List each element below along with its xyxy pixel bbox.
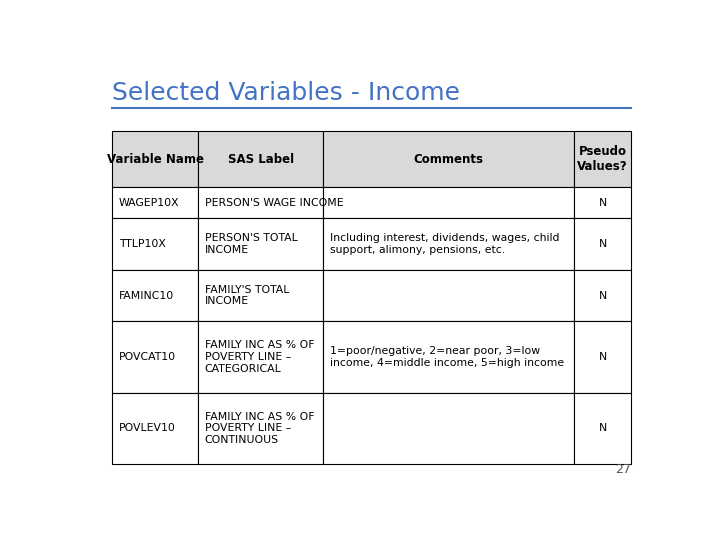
FancyBboxPatch shape bbox=[198, 393, 323, 464]
FancyBboxPatch shape bbox=[112, 270, 198, 321]
Text: TTLP10X: TTLP10X bbox=[119, 239, 166, 249]
FancyBboxPatch shape bbox=[198, 131, 323, 187]
FancyBboxPatch shape bbox=[575, 321, 631, 393]
FancyBboxPatch shape bbox=[112, 219, 198, 270]
FancyBboxPatch shape bbox=[323, 131, 575, 187]
Text: N: N bbox=[598, 291, 607, 301]
Text: PERSON'S WAGE INCOME: PERSON'S WAGE INCOME bbox=[204, 198, 343, 207]
Text: 27: 27 bbox=[616, 463, 631, 476]
Text: FAMILY INC AS % OF
POVERTY LINE –
CONTINUOUS: FAMILY INC AS % OF POVERTY LINE – CONTIN… bbox=[204, 411, 314, 445]
FancyBboxPatch shape bbox=[323, 270, 575, 321]
Text: WAGEP10X: WAGEP10X bbox=[119, 198, 180, 207]
FancyBboxPatch shape bbox=[112, 131, 198, 187]
Text: N: N bbox=[598, 423, 607, 433]
Text: N: N bbox=[598, 352, 607, 362]
Text: 1=poor/negative, 2=near poor, 3=low
income, 4=middle income, 5=high income: 1=poor/negative, 2=near poor, 3=low inco… bbox=[330, 346, 564, 368]
Text: POVLEV10: POVLEV10 bbox=[119, 423, 176, 433]
FancyBboxPatch shape bbox=[198, 187, 323, 219]
FancyBboxPatch shape bbox=[323, 187, 575, 219]
FancyBboxPatch shape bbox=[198, 270, 323, 321]
Text: FAMINC10: FAMINC10 bbox=[119, 291, 174, 301]
Text: Including interest, dividends, wages, child
support, alimony, pensions, etc.: Including interest, dividends, wages, ch… bbox=[330, 233, 559, 255]
Text: Comments: Comments bbox=[414, 152, 484, 166]
Text: N: N bbox=[598, 239, 607, 249]
FancyBboxPatch shape bbox=[323, 219, 575, 270]
FancyBboxPatch shape bbox=[112, 393, 198, 464]
Text: PERSON'S TOTAL
INCOME: PERSON'S TOTAL INCOME bbox=[204, 233, 297, 255]
FancyBboxPatch shape bbox=[575, 219, 631, 270]
FancyBboxPatch shape bbox=[112, 321, 198, 393]
Text: Selected Variables - Income: Selected Variables - Income bbox=[112, 82, 460, 105]
Text: FAMILY INC AS % OF
POVERTY LINE –
CATEGORICAL: FAMILY INC AS % OF POVERTY LINE – CATEGO… bbox=[204, 340, 314, 374]
Text: Pseudo
Values?: Pseudo Values? bbox=[577, 145, 628, 173]
FancyBboxPatch shape bbox=[575, 131, 631, 187]
FancyBboxPatch shape bbox=[198, 321, 323, 393]
Text: SAS Label: SAS Label bbox=[228, 152, 294, 166]
FancyBboxPatch shape bbox=[575, 270, 631, 321]
FancyBboxPatch shape bbox=[112, 187, 198, 219]
Text: POVCAT10: POVCAT10 bbox=[119, 352, 176, 362]
FancyBboxPatch shape bbox=[323, 321, 575, 393]
Text: N: N bbox=[598, 198, 607, 207]
Text: FAMILY'S TOTAL
INCOME: FAMILY'S TOTAL INCOME bbox=[204, 285, 289, 307]
Text: Variable Name: Variable Name bbox=[107, 152, 204, 166]
FancyBboxPatch shape bbox=[575, 393, 631, 464]
FancyBboxPatch shape bbox=[575, 187, 631, 219]
FancyBboxPatch shape bbox=[323, 393, 575, 464]
FancyBboxPatch shape bbox=[198, 219, 323, 270]
